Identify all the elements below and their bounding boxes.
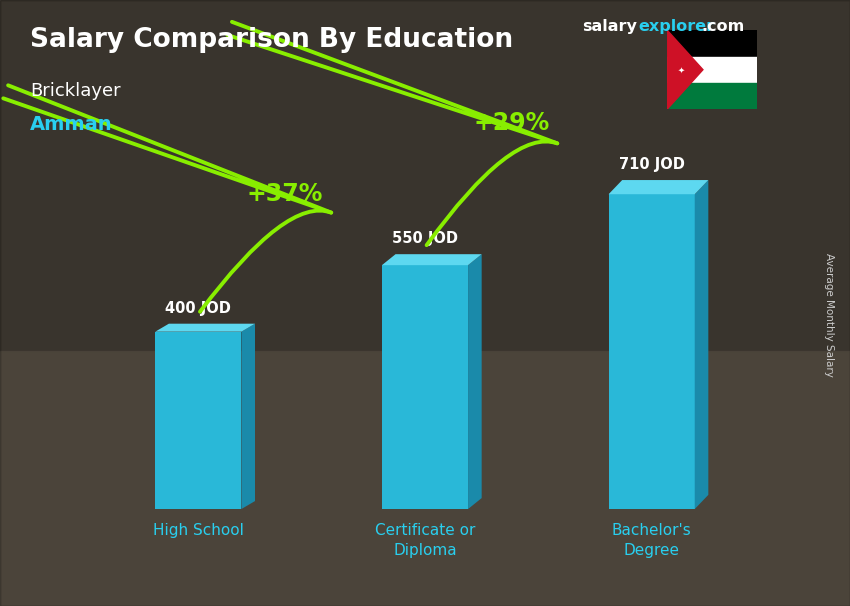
Polygon shape <box>241 324 255 509</box>
Bar <box>667 83 756 109</box>
Text: 400 JOD: 400 JOD <box>166 301 231 316</box>
Text: .com: .com <box>701 19 745 35</box>
Bar <box>0 351 850 606</box>
Text: Average Monthly Salary: Average Monthly Salary <box>824 253 834 377</box>
Text: +37%: +37% <box>246 182 323 206</box>
Text: explorer: explorer <box>638 19 715 35</box>
Polygon shape <box>694 180 708 509</box>
Text: salary: salary <box>582 19 638 35</box>
Text: Amman: Amman <box>30 115 112 134</box>
Bar <box>667 56 756 83</box>
Text: Bricklayer: Bricklayer <box>30 82 121 100</box>
Polygon shape <box>382 254 482 265</box>
Bar <box>609 194 694 509</box>
Bar <box>382 265 468 509</box>
Text: Salary Comparison By Education: Salary Comparison By Education <box>30 27 513 53</box>
Bar <box>667 30 756 56</box>
Polygon shape <box>156 324 255 331</box>
Text: ✦: ✦ <box>678 65 685 74</box>
Polygon shape <box>609 180 708 194</box>
Text: 710 JOD: 710 JOD <box>619 157 684 172</box>
Text: 550 JOD: 550 JOD <box>392 231 458 246</box>
Polygon shape <box>468 254 482 509</box>
Bar <box>0 0 850 351</box>
Text: +29%: +29% <box>473 112 549 135</box>
Polygon shape <box>667 30 703 109</box>
Bar <box>156 331 241 509</box>
